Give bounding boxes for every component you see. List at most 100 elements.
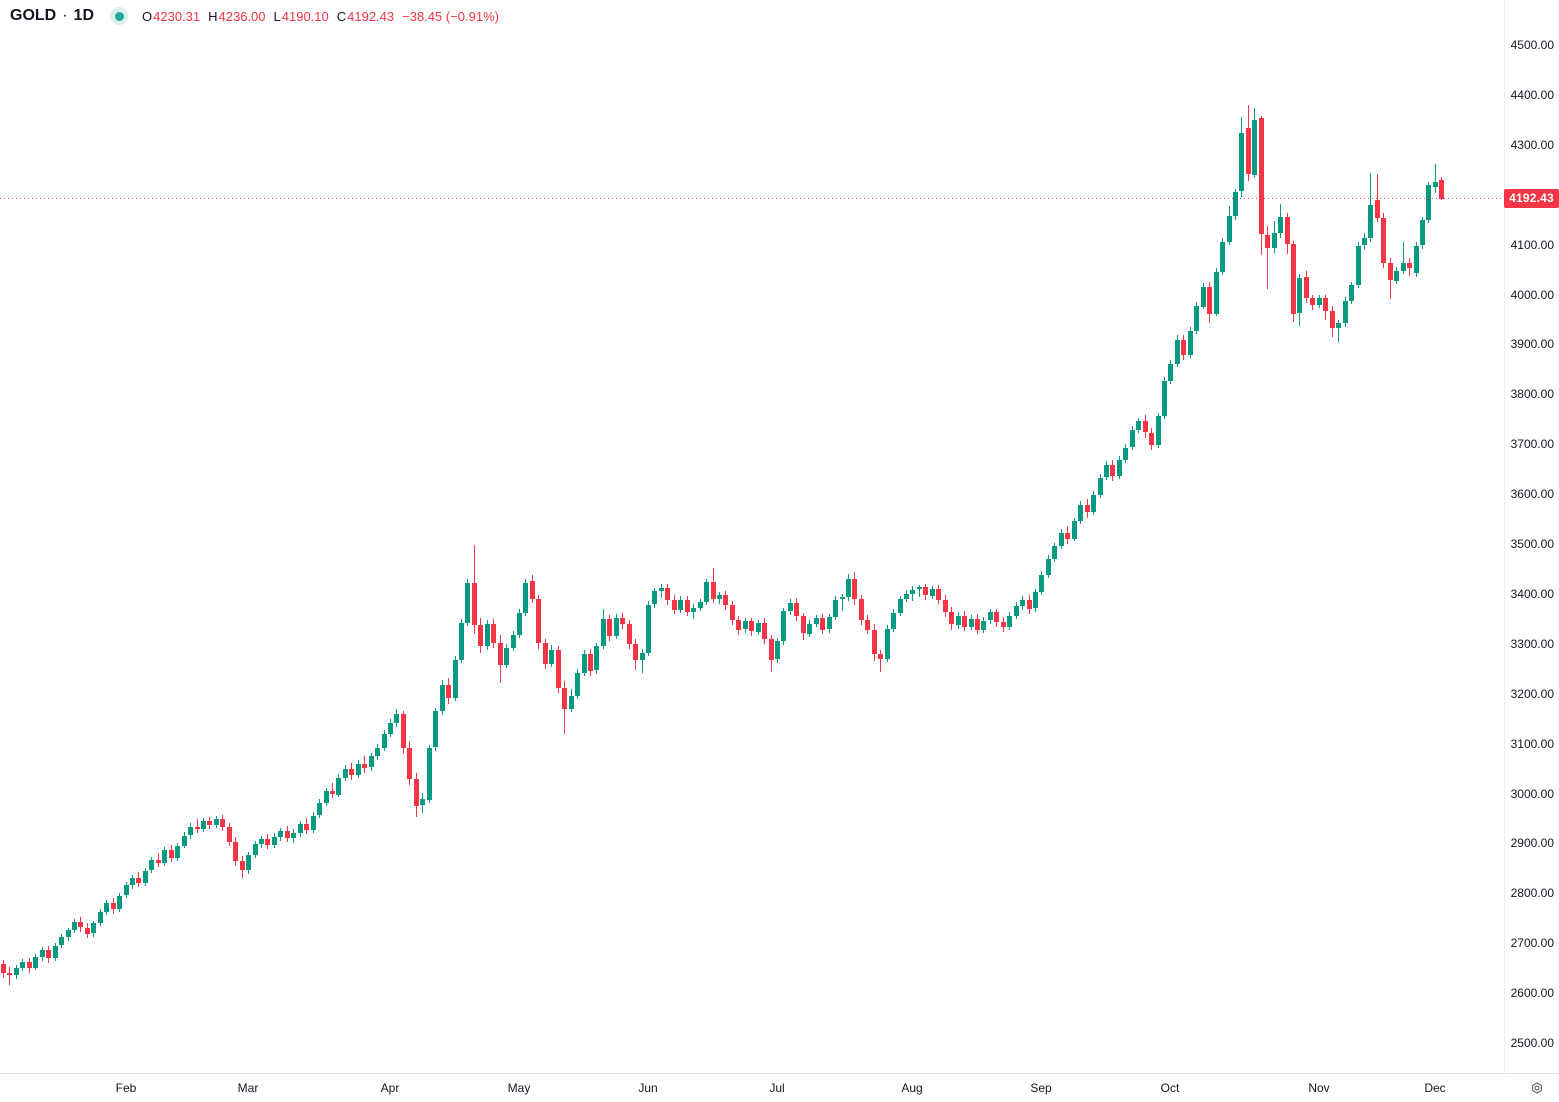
candle [562, 681, 567, 734]
price-tick: 3500.00 [1510, 537, 1554, 551]
candle [407, 741, 412, 785]
candle [1220, 238, 1225, 275]
candle [1246, 105, 1251, 181]
symbol-title[interactable]: GOLD · 1D [10, 7, 94, 25]
candle [711, 568, 716, 603]
candle [923, 584, 928, 600]
change-value: −38.45 (−0.91%) [402, 8, 499, 24]
candle [182, 832, 187, 848]
low-label: L [273, 8, 281, 24]
candle [214, 816, 219, 828]
candle [1033, 589, 1038, 612]
candle [717, 592, 722, 604]
time-tick: Feb [115, 1081, 137, 1095]
candle [691, 604, 696, 619]
candle [607, 615, 612, 641]
candle [769, 635, 774, 672]
open-label: O [142, 8, 153, 24]
candle [1136, 418, 1141, 433]
candle [1285, 213, 1290, 254]
time-tick: May [507, 1081, 531, 1095]
candle [478, 618, 483, 653]
candle [1065, 526, 1070, 544]
candle [72, 919, 77, 933]
candle [1052, 543, 1057, 562]
candle [1420, 217, 1425, 249]
time-tick: Jul [769, 1081, 785, 1095]
candle [775, 638, 780, 663]
candle [904, 590, 909, 602]
price-tick: 3400.00 [1510, 586, 1554, 601]
candle [1149, 428, 1154, 450]
candle [253, 841, 258, 858]
time-tick: Oct [1160, 1081, 1180, 1095]
candle [1304, 271, 1309, 303]
price-tick: 2900.00 [1510, 836, 1554, 851]
candle [1, 960, 6, 978]
gear-icon[interactable] [1528, 1079, 1546, 1097]
time-tick: Sep [1030, 1081, 1052, 1095]
candle [833, 596, 838, 620]
candle [614, 614, 619, 639]
candle [910, 586, 915, 601]
candle [1078, 501, 1083, 524]
candle [640, 649, 645, 673]
candle [762, 618, 767, 644]
candle [162, 847, 167, 866]
candle [627, 620, 632, 649]
candle [730, 601, 735, 625]
candle [382, 730, 387, 751]
candle [1252, 108, 1257, 178]
candle [859, 595, 864, 625]
candle [130, 875, 135, 889]
candle [46, 946, 51, 963]
candle [1059, 529, 1064, 549]
candle [85, 923, 90, 938]
market-status-icon [110, 7, 128, 25]
candle [1265, 226, 1270, 289]
candle [233, 837, 238, 866]
candle [1349, 282, 1354, 304]
candle [1291, 241, 1296, 322]
price-tick: 3800.00 [1510, 387, 1554, 402]
candle [549, 645, 554, 667]
candle [1072, 518, 1077, 541]
timeframe-label[interactable]: 1D [73, 7, 94, 24]
candle [324, 788, 329, 806]
candle [736, 616, 741, 635]
candle [472, 545, 477, 634]
candle [1143, 415, 1148, 438]
candle [1168, 360, 1173, 384]
candle [988, 609, 993, 624]
price-tick: 3300.00 [1510, 636, 1554, 651]
candle [685, 596, 690, 616]
candle [356, 760, 361, 778]
candlestick-chart[interactable] [0, 0, 1504, 1073]
time-tick: Aug [901, 1081, 923, 1095]
candle [801, 613, 806, 640]
candles-canvas[interactable] [0, 0, 1504, 1073]
candle [66, 928, 71, 941]
candle [956, 612, 961, 629]
candle [175, 843, 180, 861]
candle [53, 943, 58, 961]
candle [207, 817, 212, 829]
candle [1336, 320, 1341, 342]
time-axis[interactable]: Feb Mar Apr May Jun Jul Aug Sep Oct Nov Dec [0, 1073, 1559, 1102]
last-price-label: 4192.43 [1504, 188, 1559, 208]
candle [27, 958, 32, 973]
candle [369, 753, 374, 771]
low-value: 4190.10 [281, 8, 329, 24]
candle [807, 620, 812, 637]
candle [1362, 233, 1367, 250]
candle [1317, 295, 1322, 308]
candle [1233, 189, 1238, 220]
candle [1368, 173, 1373, 242]
candle [401, 711, 406, 754]
candle [440, 680, 445, 715]
candle [1297, 274, 1302, 326]
price-axis[interactable]: 4500.004400.004300.004200.004100.004000.… [1504, 0, 1559, 1073]
candle [865, 615, 870, 634]
candle [1091, 491, 1096, 515]
candle [788, 599, 793, 615]
